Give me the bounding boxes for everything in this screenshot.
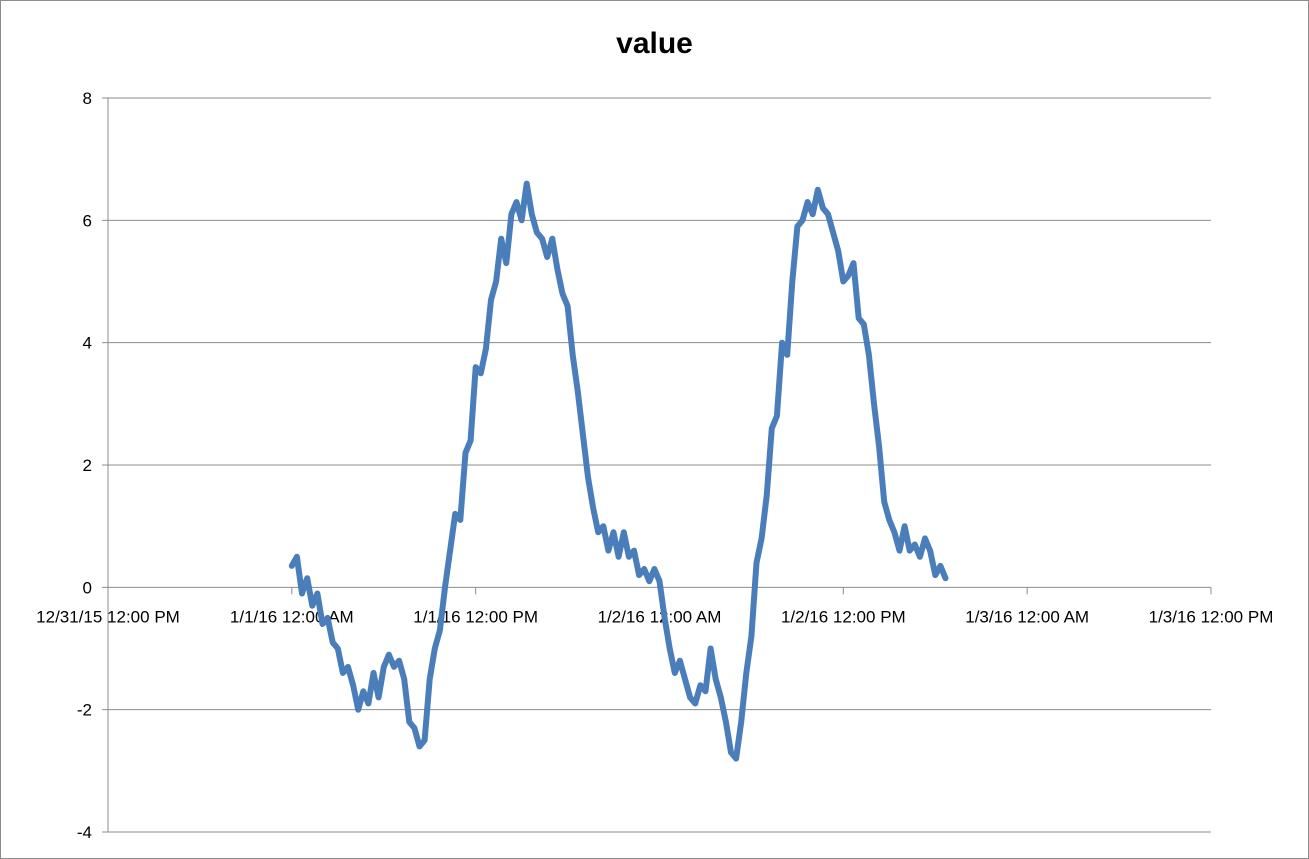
y-tick-label: -4 <box>77 823 92 842</box>
y-tick-label: 4 <box>83 334 92 353</box>
x-tick-label: 1/1/16 12:00 PM <box>413 607 538 626</box>
gridlines <box>108 97 1211 833</box>
y-tick-label: 0 <box>83 578 92 597</box>
y-tick-label: 2 <box>83 456 92 475</box>
y-tick-label: -2 <box>77 701 92 720</box>
series-layer <box>288 180 949 762</box>
tick-labels: -4 -2 0 2 4 6 8 12/31/15 12:00 PM 1/1/16 12:00 A… <box>36 89 1273 842</box>
x-tick-label: 1/3/16 12:00 PM <box>1149 607 1274 626</box>
x-tick-label: 1/1/16 12:00 AM <box>230 607 354 626</box>
y-tick-label: 8 <box>83 89 92 108</box>
x-tick-label: 1/2/16 12:00 AM <box>598 607 722 626</box>
x-tick-label: 12/31/15 12:00 PM <box>36 607 180 626</box>
x-tick-label: 1/3/16 12:00 AM <box>965 607 1089 626</box>
chart-title: value <box>616 27 693 60</box>
x-tick-label: 1/2/16 12:00 PM <box>781 607 906 626</box>
y-tick-label: 6 <box>83 211 92 230</box>
series-line <box>288 180 949 762</box>
